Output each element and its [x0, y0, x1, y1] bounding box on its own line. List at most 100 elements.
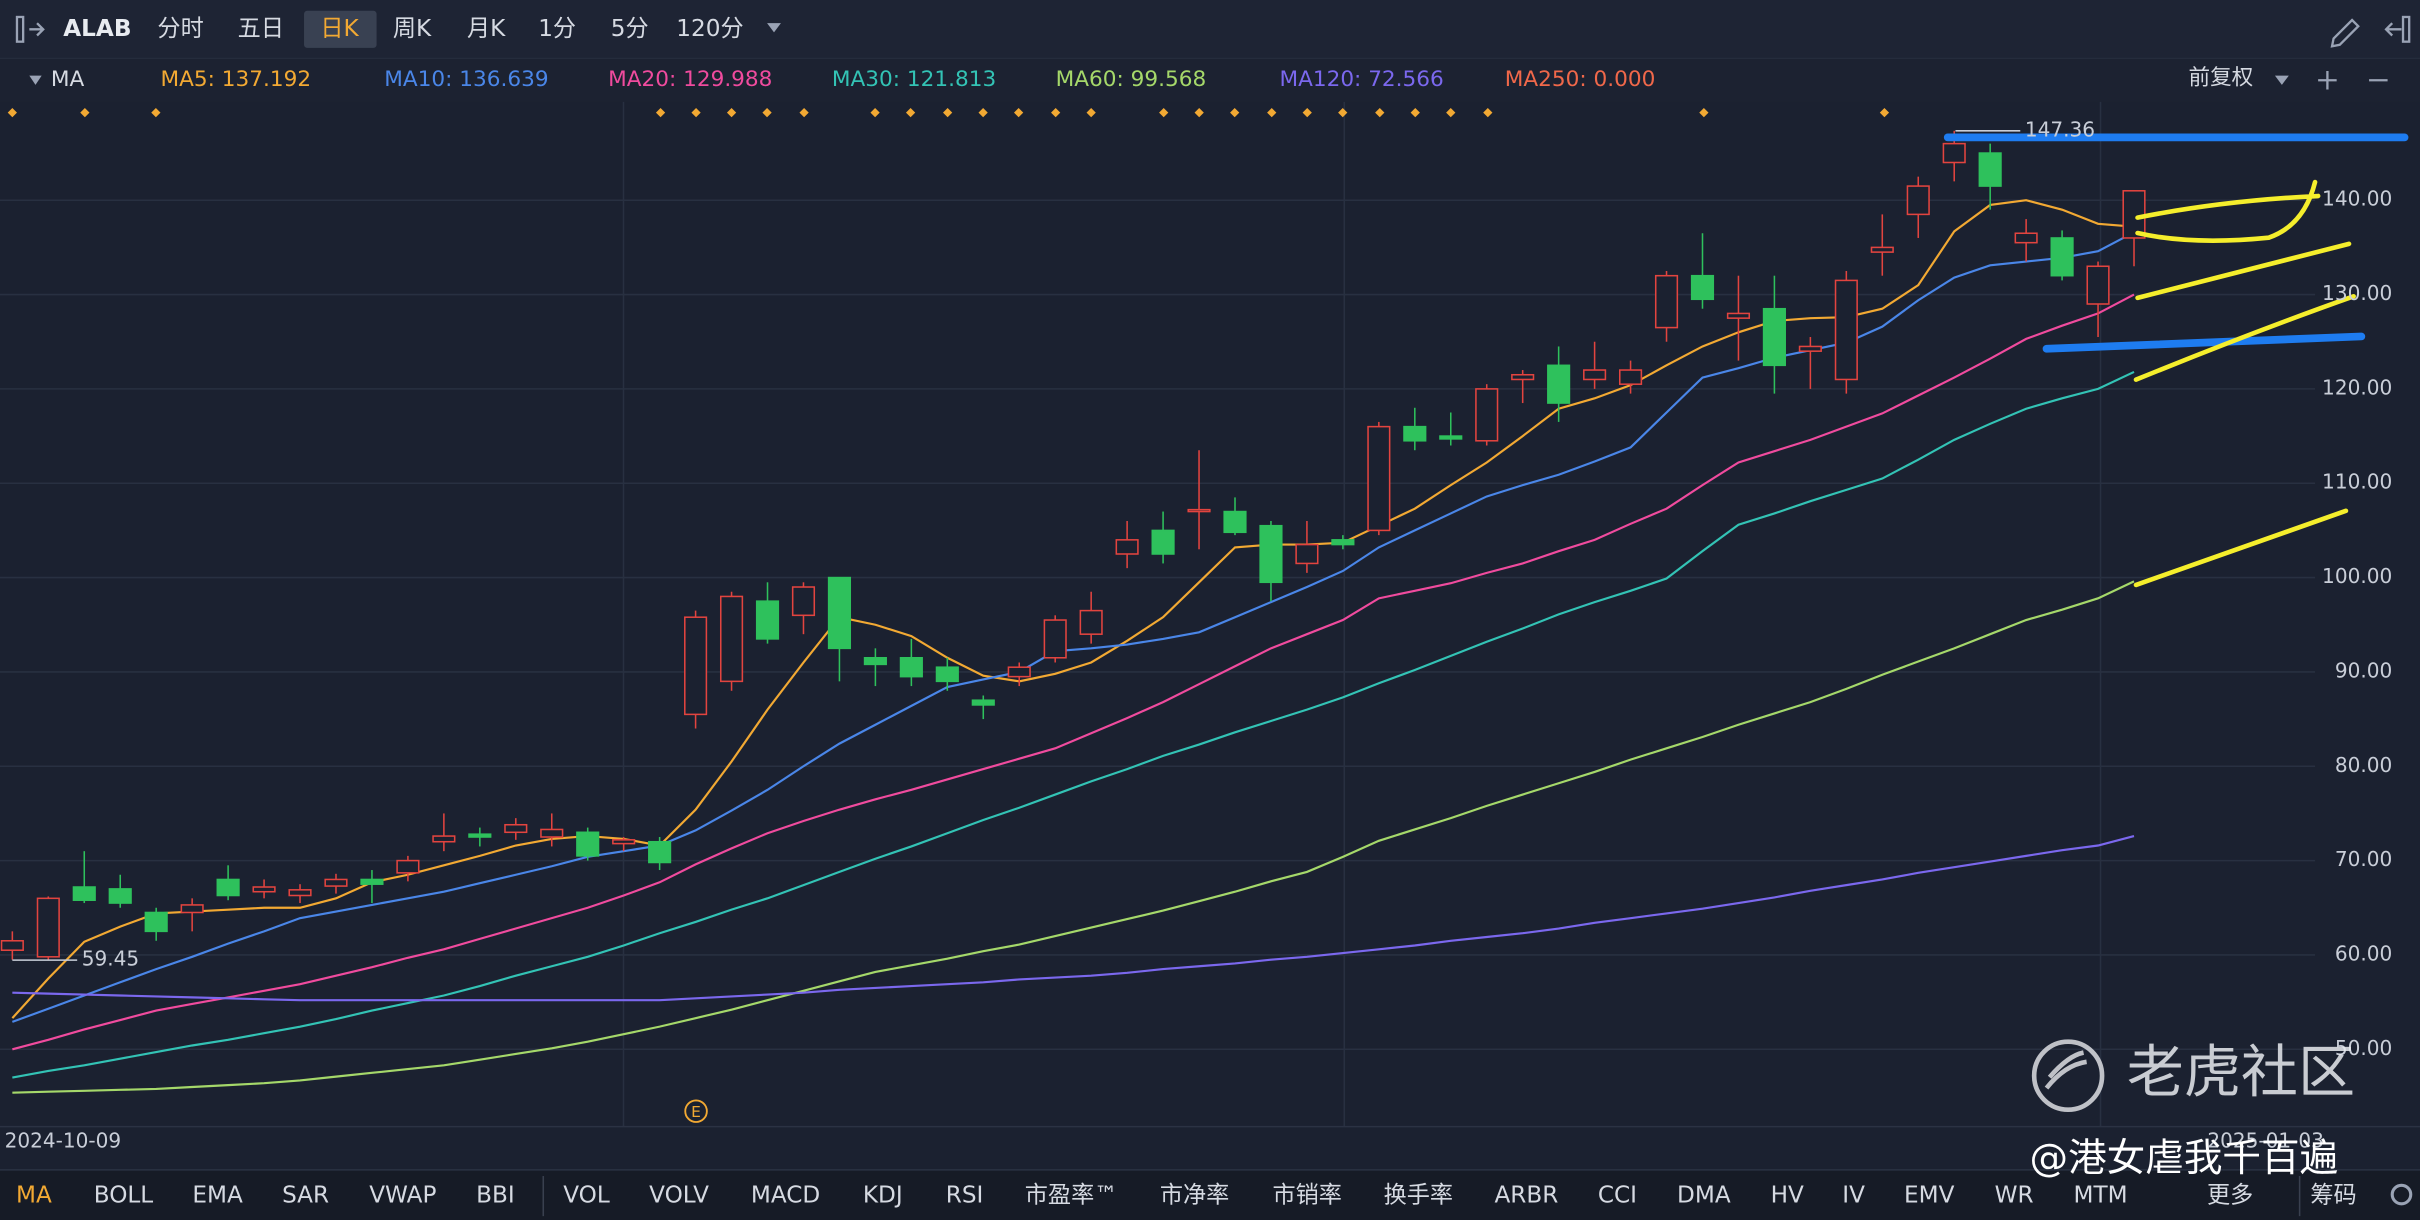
period-tab[interactable]: 日K	[320, 16, 359, 42]
indicator-tab[interactable]: DMA	[1677, 1183, 1731, 1209]
tab-bar	[0, 1169, 2420, 1220]
candle-body	[648, 840, 672, 864]
candle-body	[1223, 510, 1247, 534]
y-tick-label: 130.00	[2322, 281, 2392, 305]
indicator-tab[interactable]: CCI	[1598, 1183, 1637, 1209]
event-marker	[1086, 108, 1096, 118]
candle-body	[684, 616, 708, 716]
dropdown-icon[interactable]	[767, 23, 781, 33]
indicator-tab[interactable]: IV	[1842, 1183, 1865, 1209]
legend-item: MA5: 137.192	[161, 67, 312, 92]
period-tab[interactable]: 5分	[611, 16, 649, 42]
period-tab[interactable]: 月K	[467, 16, 506, 42]
indicator-tab[interactable]: EMA	[192, 1183, 243, 1209]
icon-part	[2401, 15, 2411, 43]
indicator-tab[interactable]: BOLL	[94, 1183, 154, 1209]
indicator-tab[interactable]: 更多	[2207, 1183, 2253, 1209]
icon-part	[15, 15, 25, 43]
indicator-tab[interactable]: MACD	[751, 1183, 820, 1209]
indicator-tab[interactable]: HV	[1771, 1183, 1804, 1209]
candle-body	[72, 886, 96, 901]
candle-body	[935, 666, 959, 683]
indicator-tab[interactable]: EMV	[1904, 1183, 1955, 1209]
draw-icon[interactable]	[2330, 18, 2360, 48]
indicator-tab[interactable]: KDJ	[863, 1183, 903, 1209]
adjust-label[interactable]: 前复权	[2188, 66, 2253, 91]
drawn-line	[2133, 294, 2356, 382]
event-marker	[726, 108, 737, 118]
event-marker	[1267, 108, 1277, 118]
y-tick-label: 140.00	[2322, 187, 2392, 211]
candle-body	[324, 878, 348, 887]
candle-body	[1295, 543, 1319, 565]
y-tick-label: 60.00	[2335, 941, 2392, 965]
event-marker	[1051, 108, 1061, 118]
event-marker	[655, 108, 666, 118]
candle-body	[863, 656, 887, 666]
legend-item: MA20: 129.988	[608, 67, 772, 92]
price-mark-label: 59.45	[82, 947, 139, 971]
indicator-tab[interactable]: VOL	[563, 1183, 610, 1209]
candle-body	[971, 699, 995, 706]
indicator-tab[interactable]: WR	[1995, 1183, 2034, 1209]
settings-icon[interactable]	[2390, 1183, 2413, 1206]
indicator-name[interactable]: MA	[51, 67, 85, 92]
candle-body	[216, 878, 240, 897]
indicator-tab[interactable]: 换手率	[1384, 1183, 1453, 1209]
candle-body	[827, 576, 852, 650]
event-marker	[1410, 108, 1420, 118]
candle-body	[540, 828, 564, 838]
period-tab[interactable]: 1分	[538, 16, 576, 42]
candle-body	[2086, 265, 2110, 305]
candle-body	[288, 889, 312, 897]
candle-body	[1187, 508, 1211, 513]
y-tick-label: 70.00	[2335, 847, 2392, 871]
indicator-tab[interactable]: MA	[16, 1183, 52, 1209]
indicator-tab[interactable]: RSI	[946, 1183, 984, 1209]
y-tick-label: 110.00	[2322, 470, 2392, 494]
indicator-tab[interactable]: 筹码	[2310, 1183, 2356, 1209]
legend-item: MA30: 121.813	[832, 67, 996, 92]
event-marker	[799, 108, 809, 118]
event-marker	[905, 108, 916, 118]
event-badge[interactable]	[684, 1099, 708, 1123]
event-marker	[1699, 108, 1709, 118]
indicator-tab[interactable]: VWAP	[369, 1183, 436, 1209]
candle-body	[396, 859, 420, 874]
candle-body	[899, 656, 923, 678]
icon-part	[2384, 22, 2402, 37]
period-tab[interactable]: 分时	[157, 16, 203, 42]
indicator-tab[interactable]: ARBR	[1494, 1183, 1558, 1209]
legend-item: MA60: 99.568	[1056, 67, 1207, 92]
collapse-icon[interactable]	[29, 75, 42, 85]
indicator-tab[interactable]: MTM	[2073, 1183, 2127, 1209]
event-marker	[1879, 108, 1890, 118]
period-tab[interactable]: 周K	[393, 16, 432, 42]
add-icon[interactable]	[2318, 70, 2337, 90]
sidebar-icon[interactable]	[15, 15, 45, 43]
period-tab[interactable]: 120分	[676, 16, 743, 42]
event-marker	[1194, 108, 1204, 118]
indicator-tab[interactable]: VOLV	[649, 1183, 709, 1209]
active-tab	[304, 10, 377, 48]
x-tick-label: 2024-10-09	[5, 1129, 122, 1153]
event-marker	[1338, 108, 1348, 118]
event-marker	[1446, 108, 1456, 118]
candle-body	[1690, 274, 1715, 301]
indicator-tab[interactable]: 市净率	[1160, 1183, 1229, 1209]
indicator-tab[interactable]: SAR	[282, 1183, 329, 1209]
candle-body	[1475, 388, 1499, 442]
legend-item: MA10: 136.639	[384, 67, 548, 92]
candle-body	[1583, 369, 1607, 381]
indicator-tab[interactable]: 市销率	[1273, 1183, 1342, 1209]
candle-body	[1547, 364, 1571, 404]
indicator-tab[interactable]: BBI	[476, 1183, 515, 1209]
indicator-tab[interactable]: 市盈率™	[1025, 1183, 1118, 1209]
period-tab[interactable]: 五日	[238, 16, 284, 42]
adjust-dropdown[interactable]	[2274, 75, 2289, 85]
candle-body	[719, 595, 744, 683]
exit-icon[interactable]	[2384, 15, 2411, 43]
